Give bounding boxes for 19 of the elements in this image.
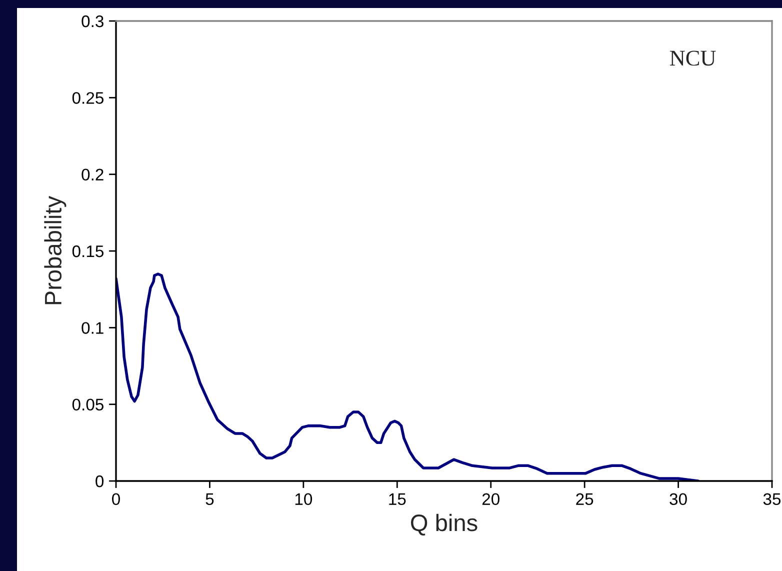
y-tick-label: 0	[96, 475, 104, 488]
y-tick-label: 0.05	[72, 398, 104, 411]
y-tick-label: 0.15	[72, 245, 104, 258]
x-tick-label: 0	[112, 493, 120, 506]
y-axis-title: Probability	[44, 196, 66, 304]
y-tick-label: 0.1	[82, 322, 104, 334]
x-tick-label: 35	[763, 493, 781, 506]
y-tick-label: 0.3	[82, 15, 104, 28]
x-tick-label: 10	[295, 493, 312, 506]
annotation: NCU	[670, 50, 716, 66]
x-tick-label: 20	[482, 493, 500, 506]
x-tick-label: 30	[670, 493, 687, 506]
y-tick-label: 0.25	[72, 92, 104, 104]
x-tick-label: 25	[576, 493, 594, 506]
x-tick-label: 15	[389, 493, 406, 506]
line-series	[116, 272, 700, 481]
x-axis-title: Q bins	[411, 514, 478, 536]
y-tick-label: 0.2	[82, 168, 104, 181]
x-tick-label: 5	[206, 493, 214, 506]
